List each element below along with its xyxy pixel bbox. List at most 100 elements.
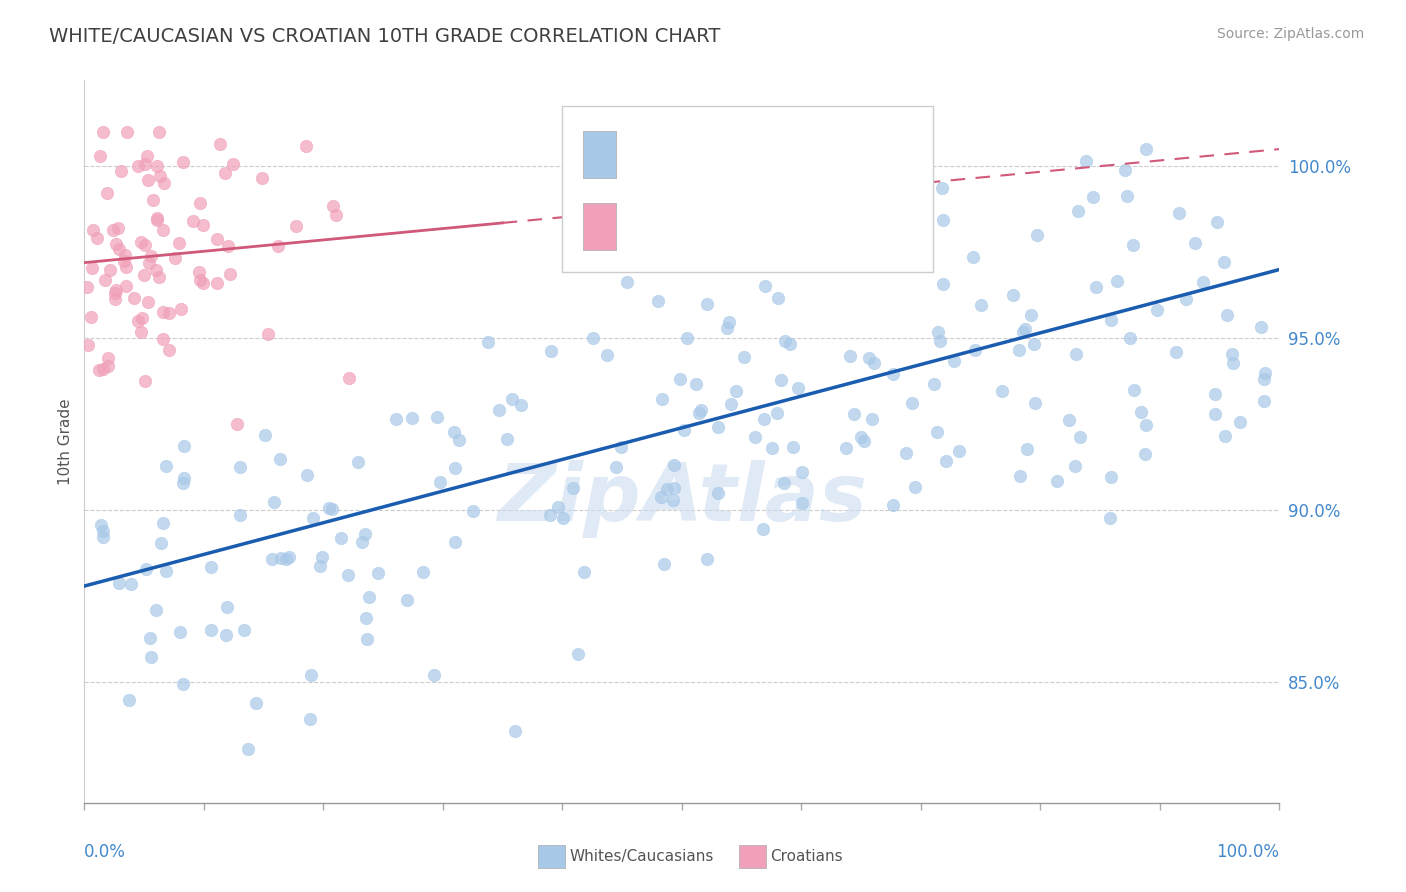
- Point: [551, 511, 574, 525]
- Point: [108, 242, 131, 256]
- Point: [257, 326, 280, 341]
- Point: [172, 476, 194, 491]
- Point: [321, 501, 343, 516]
- Point: [146, 212, 169, 227]
- Point: [120, 577, 142, 591]
- Point: [325, 208, 347, 222]
- Point: [616, 275, 638, 289]
- Point: [1229, 415, 1251, 429]
- Point: [935, 453, 957, 467]
- Point: [1001, 288, 1024, 302]
- Point: [668, 372, 690, 386]
- Point: [779, 337, 801, 351]
- Point: [509, 398, 531, 412]
- Point: [752, 522, 775, 536]
- Point: [1064, 347, 1087, 361]
- Text: WHITE/CAUCASIAN VS CROATIAN 10TH GRADE CORRELATION CHART: WHITE/CAUCASIAN VS CROATIAN 10TH GRADE C…: [49, 27, 721, 45]
- Point: [129, 235, 152, 249]
- Text: ZipAtlas: ZipAtlas: [496, 460, 868, 539]
- Point: [948, 444, 970, 458]
- Point: [1216, 308, 1239, 322]
- Point: [1085, 280, 1108, 294]
- Point: [1213, 429, 1236, 443]
- Bar: [582, 203, 616, 250]
- Point: [114, 260, 136, 274]
- Point: [1135, 418, 1157, 433]
- Point: [215, 599, 238, 614]
- Point: [150, 536, 173, 550]
- Point: [80, 261, 103, 276]
- Point: [962, 250, 984, 264]
- Point: [1135, 142, 1157, 156]
- Point: [1204, 387, 1226, 401]
- Point: [782, 440, 804, 454]
- Point: [605, 460, 627, 475]
- Point: [720, 397, 742, 411]
- Text: Whites/Caucasians: Whites/Caucasians: [569, 849, 714, 863]
- Point: [229, 460, 252, 475]
- Point: [270, 550, 292, 565]
- Point: [851, 430, 873, 444]
- Point: [1164, 345, 1187, 359]
- Point: [991, 384, 1014, 399]
- Point: [839, 349, 862, 363]
- Point: [337, 370, 360, 384]
- Point: [222, 156, 245, 170]
- Text: 0.0%: 0.0%: [84, 843, 127, 861]
- Point: [139, 249, 162, 263]
- Point: [122, 291, 145, 305]
- Point: [744, 430, 766, 444]
- Point: [477, 335, 499, 350]
- Point: [229, 508, 252, 523]
- Point: [718, 314, 741, 328]
- Point: [863, 356, 886, 370]
- Point: [346, 455, 368, 469]
- Point: [928, 334, 950, 349]
- Point: [724, 384, 747, 398]
- Point: [172, 155, 194, 169]
- Point: [148, 269, 170, 284]
- Point: [205, 276, 228, 290]
- Y-axis label: 10th Grade: 10th Grade: [58, 398, 73, 485]
- Point: [449, 433, 471, 447]
- Point: [112, 254, 135, 268]
- Point: [932, 212, 955, 227]
- Point: [104, 283, 127, 297]
- Point: [149, 169, 172, 184]
- Point: [253, 427, 276, 442]
- Point: [657, 483, 679, 497]
- Point: [1135, 446, 1157, 460]
- Point: [662, 481, 685, 495]
- Point: [1015, 442, 1038, 457]
- Point: [302, 511, 325, 525]
- Point: [759, 229, 782, 244]
- Point: [245, 696, 267, 710]
- Point: [266, 239, 288, 253]
- Point: [1099, 470, 1122, 484]
- Point: [770, 373, 793, 387]
- Point: [773, 334, 796, 348]
- Point: [1168, 206, 1191, 220]
- Point: [685, 376, 707, 391]
- Point: [581, 331, 603, 345]
- Point: [110, 163, 132, 178]
- Point: [188, 196, 211, 211]
- Point: [89, 149, 111, 163]
- Point: [463, 504, 485, 518]
- Point: [91, 125, 114, 139]
- Point: [200, 560, 222, 574]
- Point: [278, 549, 301, 564]
- Point: [882, 367, 904, 381]
- Point: [152, 222, 174, 236]
- Point: [173, 471, 195, 485]
- Bar: [582, 131, 616, 178]
- Point: [226, 417, 249, 432]
- Point: [662, 458, 685, 473]
- Point: [787, 381, 810, 395]
- Point: [114, 248, 136, 262]
- Point: [191, 276, 214, 290]
- Point: [790, 465, 813, 479]
- Point: [1254, 366, 1277, 380]
- Point: [1099, 313, 1122, 327]
- Point: [1220, 346, 1243, 360]
